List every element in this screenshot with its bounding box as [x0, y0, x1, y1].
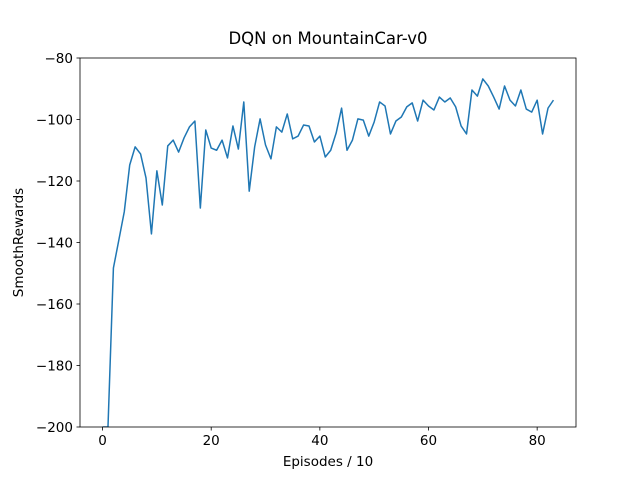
y-tick-label: −200: [36, 420, 73, 436]
y-tick-label: −160: [36, 297, 73, 313]
y-tick-label: −180: [36, 359, 73, 375]
y-tick-label: −120: [36, 174, 73, 190]
x-tick-label: 80: [529, 433, 546, 449]
x-tick-label: 20: [203, 433, 220, 449]
x-axis-label: Episodes / 10: [283, 454, 373, 470]
x-tick-label: 0: [98, 433, 107, 449]
y-tick-label: −140: [36, 236, 73, 252]
y-tick-label: −100: [36, 113, 73, 129]
chart-title: DQN on MountainCar-v0: [228, 29, 427, 48]
y-axis-label: SmoothRewards: [11, 188, 27, 297]
x-tick-label: 60: [420, 433, 437, 449]
y-tick-label: −80: [45, 51, 74, 67]
x-tick-label: 40: [311, 433, 328, 449]
plot-area: [102, 78, 555, 427]
data-line: [102, 78, 555, 427]
